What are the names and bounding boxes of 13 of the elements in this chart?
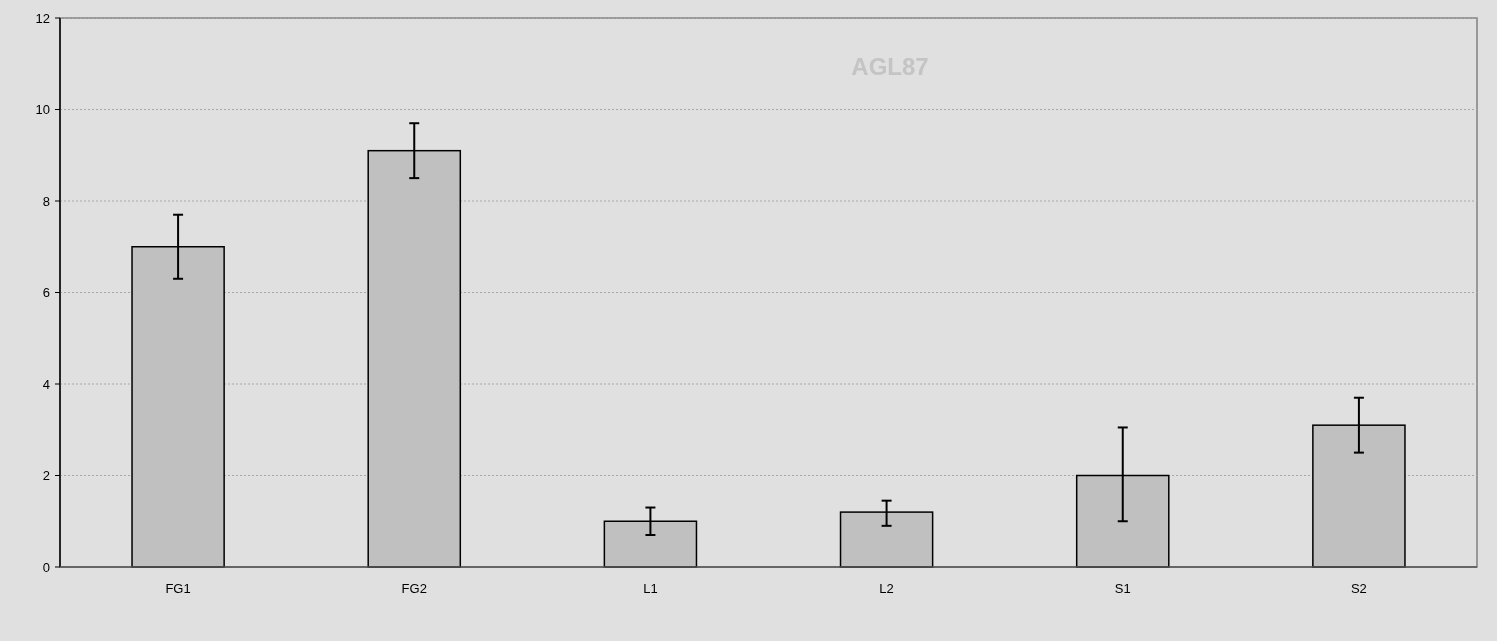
x-tick-label: S2 (1350, 581, 1367, 596)
x-tick-label: FG2 (401, 581, 427, 596)
y-tick-label: 10 (35, 102, 50, 118)
x-tick-label: S1 (1114, 581, 1131, 596)
x-tick-label: L1 (643, 581, 658, 596)
y-tick-label: 8 (42, 193, 50, 209)
x-tick-label: L2 (879, 581, 894, 596)
y-tick-label: 2 (42, 468, 50, 484)
y-tick-label: 0 (42, 559, 50, 575)
y-tick-label: 4 (42, 376, 50, 392)
y-tick-label: 12 (35, 10, 50, 26)
x-tick-label: FG1 (165, 581, 191, 596)
y-tick-label: 6 (42, 285, 50, 301)
